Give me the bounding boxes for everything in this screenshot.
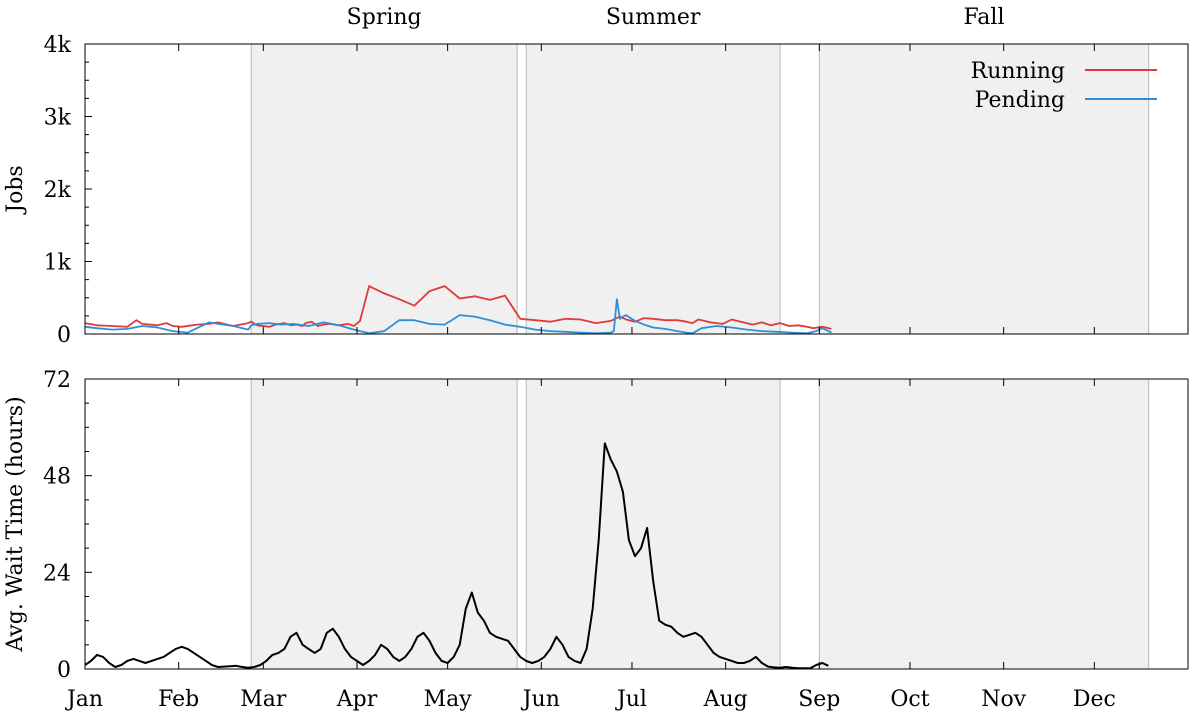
x-tick-label-month: Aug <box>703 687 748 712</box>
y-tick-label-wait: 48 <box>43 465 71 490</box>
season-band-0-1 <box>526 44 781 334</box>
y-tick-label-jobs: 4k <box>44 33 72 58</box>
x-tick-label-month: May <box>424 687 473 712</box>
x-tick-label-month: Jan <box>65 687 103 712</box>
season-band-1-2 <box>819 379 1149 669</box>
x-tick-label-month: Nov <box>981 687 1026 712</box>
x-tick-label-month: Oct <box>890 687 929 712</box>
y-tick-label-jobs: 0 <box>57 323 71 348</box>
x-tick-label-month: Dec <box>1073 687 1116 712</box>
x-tick-label-month: Mar <box>240 687 287 712</box>
x-tick-label-month: Feb <box>158 687 199 712</box>
y-tick-label-jobs: 2k <box>44 178 72 203</box>
season-label: Summer <box>606 5 701 30</box>
y-tick-label-wait: 0 <box>57 658 71 683</box>
y-axis-label-jobs: Jobs <box>3 165 28 214</box>
season-band-0-2 <box>819 44 1149 334</box>
x-tick-label-month: Jul <box>615 687 647 712</box>
season-band-0-0 <box>251 44 518 334</box>
season-band-1-1 <box>526 379 781 669</box>
season-label: Spring <box>347 5 422 30</box>
legend: Running Pending <box>971 59 1157 113</box>
y-axis-label-wait: Avg. Wait Time (hours) <box>3 396 28 652</box>
x-tick-label-month: Jun <box>521 687 560 712</box>
series-line-running <box>84 285 832 330</box>
x-tick-label-month: Sep <box>798 687 840 712</box>
x-tick-label-month: Apr <box>336 687 378 712</box>
series-line-avg-wait-time <box>84 442 829 670</box>
series-line-pending <box>84 298 832 335</box>
legend-label-running: Running <box>971 59 1065 84</box>
legend-label-pending: Pending <box>975 88 1065 113</box>
y-tick-label-jobs: 1k <box>44 251 72 276</box>
season-label: Fall <box>964 5 1005 30</box>
season-band-1-0 <box>251 379 518 669</box>
y-tick-label-jobs: 3k <box>44 106 72 131</box>
y-tick-label-wait: 24 <box>43 561 71 586</box>
y-tick-label-wait: 72 <box>43 368 71 393</box>
